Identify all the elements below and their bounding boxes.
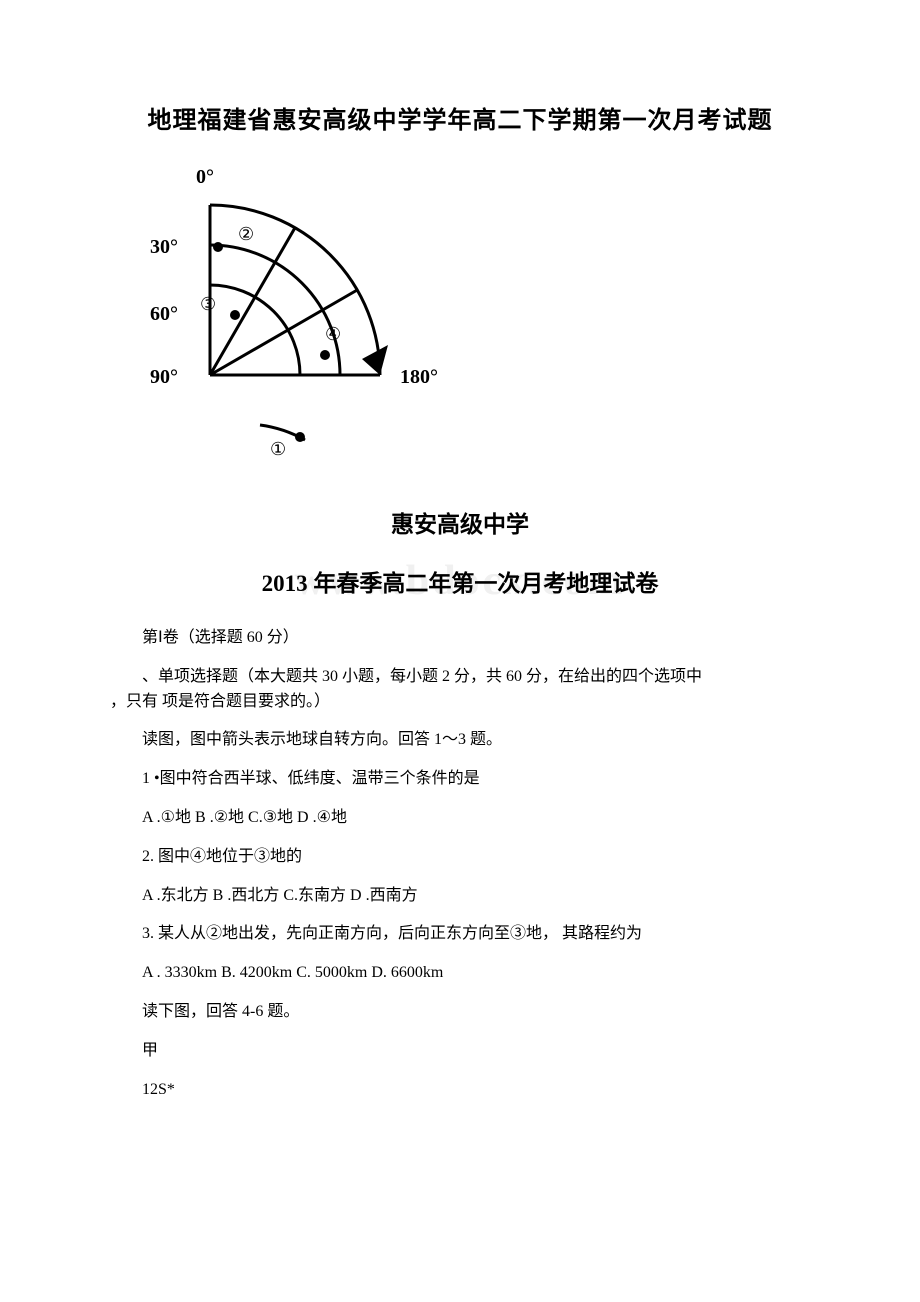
section-description-line2: ，只有 项是符合题目要求的。） [110,690,810,715]
point-4-label: ④ [325,324,341,344]
question-2-options: A .东北方 B .西北方 C.东南方 D .西南方 [110,884,810,909]
section-header: 第Ⅰ卷（选择题 60 分） [110,626,810,651]
point-3-label: ③ [200,294,216,314]
label-180deg: 180° [400,366,438,388]
label-jia: 甲 [110,1039,810,1064]
label-90deg: 90° [150,366,178,388]
question-1-options: A .①地 B .②地 C.③地 D .④地 [110,806,810,831]
exam-title: 2013 年春季高二年第一次月考地理试卷 [110,564,810,598]
question-1: 1 •图中符合西半球、低纬度、温带三个条件的是 [110,767,810,792]
earth-rotation-diagram: 0° 30° 60° 90° 180° ② ③ ④ ① [130,155,810,470]
label-60deg: 60° [150,303,178,325]
point-1-label: ① [270,439,286,459]
instruction-q4-6: 读下图，回答 4-6 题。 [110,1000,810,1025]
document-title: 地理福建省惠安高级中学学年高二下学期第一次月考试题 [110,100,810,135]
label-0deg: 0° [196,166,214,188]
question-3-options: A . 3330km B. 4200km C. 5000km D. 6600km [110,961,810,986]
school-name: 惠安高级中学 [110,505,810,539]
label-12s: 12S* [110,1078,810,1103]
question-3: 3. 某人从②地出发，先向正南方向，后向正东方向至③地， 其路程约为 [110,922,810,947]
question-2: 2. 图中④地位于③地的 [110,845,810,870]
point-2-label: ② [238,224,254,244]
section-description-line1: 、单项选择题（本大题共 30 小题，每小题 2 分，共 60 分，在给出的四个选… [110,665,810,690]
label-30deg: 30° [150,236,178,258]
instruction-q1-3: 读图，图中箭头表示地球自转方向。回答 1～3 题。 [110,728,810,753]
